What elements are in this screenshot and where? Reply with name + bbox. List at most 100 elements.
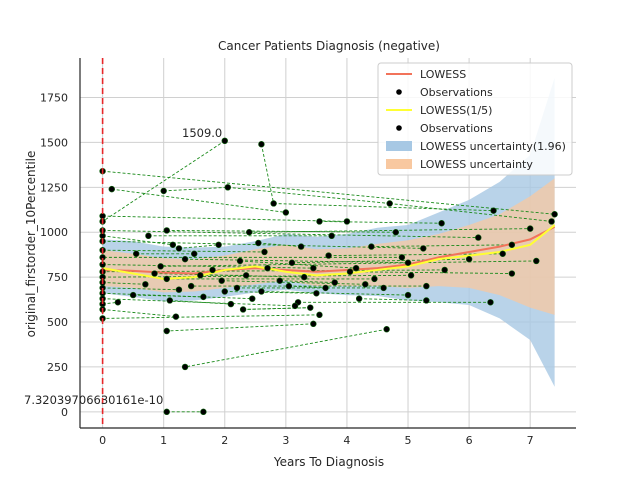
legend-patch-swatch bbox=[386, 141, 412, 151]
uncertainty-bands bbox=[102, 77, 555, 387]
observation-point bbox=[392, 229, 400, 236]
x-tick-label: 5 bbox=[405, 434, 412, 447]
observation-point bbox=[181, 255, 189, 263]
y-tick-label: 1500 bbox=[40, 136, 68, 149]
observation-point bbox=[325, 252, 332, 259]
observation-point bbox=[261, 248, 268, 256]
annotation-max: 1509.0 bbox=[182, 126, 222, 140]
observation-link bbox=[102, 282, 146, 285]
observation-point bbox=[331, 279, 338, 286]
observation-point bbox=[328, 232, 335, 240]
observation-link bbox=[178, 244, 219, 249]
observation-point bbox=[239, 306, 247, 313]
observation-point bbox=[420, 245, 427, 252]
observation-point bbox=[163, 408, 170, 416]
observation-point bbox=[313, 290, 320, 297]
observation-link bbox=[184, 328, 387, 368]
observation-point bbox=[264, 264, 271, 272]
observation-link bbox=[102, 314, 320, 319]
observation-point bbox=[441, 266, 448, 274]
observation-link bbox=[169, 300, 231, 305]
y-tick-label: 1750 bbox=[40, 92, 68, 105]
observation-point bbox=[487, 299, 494, 306]
observation-point bbox=[508, 241, 516, 248]
observation-point bbox=[371, 275, 378, 283]
x-ticks: 0 1 2 3 4 5 6 7 bbox=[99, 434, 534, 447]
observation-point bbox=[508, 270, 516, 277]
observation-point bbox=[157, 263, 164, 270]
observation-point bbox=[151, 270, 158, 277]
observation-link bbox=[111, 188, 286, 213]
observation-link bbox=[319, 220, 442, 224]
y-axis-label: original_firstorder_10Percentile bbox=[24, 151, 38, 338]
y-tick-label: 0 bbox=[61, 406, 68, 419]
legend-label: Observations bbox=[420, 86, 493, 99]
observation-point bbox=[163, 275, 170, 283]
observation-point bbox=[242, 272, 250, 279]
observation-point bbox=[423, 282, 430, 290]
legend-box bbox=[377, 62, 573, 176]
x-axis-label: Years To Diagnosis bbox=[273, 455, 384, 469]
observation-link bbox=[166, 323, 314, 332]
observation-point bbox=[475, 234, 482, 241]
observation-link bbox=[273, 203, 494, 212]
observation-point bbox=[258, 288, 265, 295]
observation-point bbox=[386, 200, 393, 207]
lowess-fifth-line bbox=[102, 224, 556, 280]
observation-link bbox=[102, 287, 179, 291]
observation-link bbox=[227, 186, 390, 204]
legend: LOWESS Observations LOWESS(1/5) Observation… bbox=[377, 62, 573, 176]
observation-point bbox=[310, 264, 317, 272]
observation-point bbox=[316, 311, 323, 319]
observation-point bbox=[142, 281, 149, 288]
x-tick-label: 7 bbox=[527, 434, 534, 447]
observation-point bbox=[181, 363, 189, 371]
observation-point bbox=[291, 302, 299, 310]
observation-point bbox=[163, 327, 170, 335]
lowess-line bbox=[102, 225, 556, 275]
observation-point bbox=[380, 284, 387, 292]
observation-point bbox=[551, 211, 558, 218]
observation-link bbox=[166, 229, 396, 233]
legend-label: LOWESS uncertainty bbox=[420, 158, 533, 171]
observation-link bbox=[160, 260, 537, 267]
y-ticks: 0 250 500 750 1000 1250 1500 1750 bbox=[40, 92, 68, 419]
observation-link bbox=[288, 285, 326, 289]
observation-point bbox=[362, 281, 369, 288]
observation-link bbox=[371, 244, 512, 248]
observation-point bbox=[160, 187, 167, 195]
observation-point bbox=[175, 286, 183, 293]
observation-point bbox=[145, 232, 152, 240]
observation-point bbox=[114, 299, 122, 306]
legend-label: LOWESS uncertainty(1.96) bbox=[420, 140, 566, 153]
observation-link bbox=[249, 228, 531, 233]
observation-point bbox=[404, 291, 412, 299]
observation-point bbox=[172, 313, 180, 320]
observation-point bbox=[236, 257, 244, 265]
observation-point bbox=[282, 209, 290, 216]
observation-link bbox=[102, 298, 296, 307]
observation-point bbox=[548, 218, 555, 225]
observation-link bbox=[102, 235, 173, 246]
observation-point bbox=[438, 220, 445, 227]
observation-point bbox=[233, 284, 241, 292]
observation-link bbox=[260, 144, 275, 204]
x-tick-label: 6 bbox=[466, 434, 473, 447]
observation-point bbox=[288, 259, 296, 266]
observation-point bbox=[221, 288, 228, 295]
x-tick-label: 2 bbox=[221, 434, 228, 447]
observation-point bbox=[346, 268, 354, 275]
observation-point bbox=[209, 266, 216, 274]
observation-link bbox=[102, 215, 347, 222]
observation-link bbox=[224, 291, 317, 294]
observation-link bbox=[359, 298, 427, 301]
observation-point bbox=[285, 282, 293, 290]
observation-point bbox=[227, 300, 235, 308]
observation-point bbox=[465, 255, 473, 263]
observation-link bbox=[243, 307, 311, 310]
observation-point bbox=[270, 200, 277, 207]
observation-link bbox=[279, 280, 335, 283]
observation-link bbox=[102, 309, 176, 318]
observation-point bbox=[132, 250, 140, 257]
